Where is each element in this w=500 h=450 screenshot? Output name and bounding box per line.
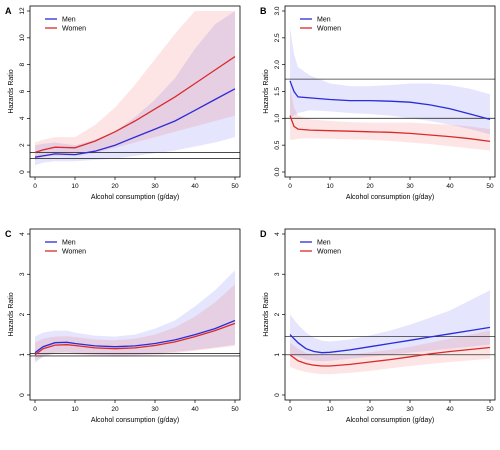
x-tick-label: 0: [33, 406, 37, 413]
y-tick-label: 12: [19, 7, 26, 15]
x-tick-label: 10: [326, 183, 334, 190]
y-axis-label: Hazards Ratio: [8, 69, 15, 113]
ci-band-women: [290, 330, 490, 375]
legend-label-women: Women: [317, 26, 341, 33]
legend-label-men: Men: [62, 240, 76, 247]
x-tick-label: 20: [111, 183, 119, 190]
x-tick-label: 40: [191, 406, 199, 413]
y-tick-label: 3: [274, 272, 281, 276]
ci-band-women: [35, 284, 235, 361]
plot-area: [285, 290, 495, 375]
legend: Men Women: [45, 240, 86, 256]
y-tick-label: 8: [19, 62, 26, 66]
y-tick-label: 0.5: [274, 140, 281, 149]
y-tick-label: 2: [274, 312, 281, 316]
legend: Men Women: [300, 240, 341, 256]
y-tick-label: 0.0: [274, 167, 281, 176]
series-line-men: [289, 326, 491, 354]
legend-label-women: Women: [62, 249, 86, 256]
x-tick-label: 10: [71, 183, 79, 190]
series-line-men: [34, 88, 236, 158]
y-tick-label: 2.0: [274, 60, 281, 69]
panel-d: D 0 10 20 30 40 50 0 1 2 3 4 Alcohol consumption (g/…: [260, 228, 496, 424]
y-tick-label: 0: [19, 393, 26, 397]
legend: Men Women: [45, 17, 86, 33]
x-axis-label: Alcohol consumption (g/day): [346, 417, 434, 424]
y-tick-label: 3: [19, 272, 26, 276]
x-tick-label: 40: [191, 183, 199, 190]
y-tick-label: 4: [19, 116, 26, 120]
series-line-women: [289, 346, 491, 367]
y-tick-label: 3.0: [274, 6, 281, 15]
y-tick-label: 0: [274, 393, 281, 397]
series-line-women: [34, 322, 236, 356]
x-tick-label: 40: [446, 406, 454, 413]
series-line-women: [289, 115, 491, 143]
y-axis-label: Hazards Ratio: [8, 292, 15, 336]
y-tick-label: 1: [274, 353, 281, 357]
panel-c: C 0 10 20 30 40 50 0 1 2 3 4 Alcohol consumption (g/…: [5, 228, 241, 424]
panel-label: B: [260, 6, 267, 16]
legend-label-men: Men: [317, 240, 331, 247]
series-line-men: [289, 80, 491, 121]
y-tick-label: 10: [19, 34, 26, 42]
x-axis-label: Alcohol consumption (g/day): [91, 417, 179, 424]
panel-label: D: [260, 229, 267, 239]
legend: Men Women: [300, 17, 341, 33]
plot-area: [30, 11, 240, 166]
x-tick-label: 50: [231, 406, 239, 413]
x-tick-label: 30: [406, 183, 414, 190]
y-tick-label: 4: [19, 232, 26, 236]
panel-b: B 0 10 20 30 40 50 0.0 0.5 1.0 1.5 2.0 2.5 3.0 Alcohol…: [260, 5, 496, 201]
x-tick-label: 20: [366, 183, 374, 190]
legend-label-men: Men: [62, 17, 76, 24]
x-tick-label: 50: [231, 183, 239, 190]
y-tick-label: 6: [19, 89, 26, 93]
x-tick-label: 0: [288, 183, 292, 190]
y-tick-label: 0: [19, 170, 26, 174]
legend-label-men: Men: [317, 17, 331, 24]
x-tick-label: 0: [33, 183, 37, 190]
x-tick-label: 40: [446, 183, 454, 190]
x-tick-label: 20: [111, 406, 119, 413]
y-tick-label: 2.5: [274, 33, 281, 42]
x-axis-label: Alcohol consumption (g/day): [346, 194, 434, 201]
panel-label: C: [5, 229, 12, 239]
x-tick-label: 10: [71, 406, 79, 413]
ci-band-men: [290, 27, 490, 135]
legend-label-women: Women: [62, 26, 86, 33]
x-tick-label: 10: [326, 406, 334, 413]
y-tick-label: 1.0: [274, 113, 281, 122]
y-axis-label: Hazards Ratio: [263, 69, 270, 113]
x-axis-label: Alcohol consumption (g/day): [91, 194, 179, 201]
legend-label-women: Women: [317, 249, 341, 256]
x-tick-label: 30: [406, 406, 414, 413]
y-tick-label: 2: [19, 312, 26, 316]
x-tick-label: 50: [486, 406, 494, 413]
ci-band-women: [290, 86, 490, 151]
x-tick-label: 30: [151, 406, 159, 413]
panel-label: A: [5, 6, 12, 16]
x-tick-label: 0: [288, 406, 292, 413]
x-tick-label: 20: [366, 406, 374, 413]
ci-band-men: [35, 11, 235, 166]
x-tick-label: 50: [486, 183, 494, 190]
series-line-women: [34, 56, 236, 154]
panel-a: A 0 10 20 30 40 50 0 2 4 6 8 10 12 Alcohol consumption…: [5, 5, 241, 201]
y-tick-label: 1: [19, 353, 26, 357]
series-line-men: [34, 319, 236, 354]
x-tick-label: 30: [151, 183, 159, 190]
y-tick-label: 4: [274, 232, 281, 236]
ci-band-men: [290, 290, 490, 362]
plot-area: [285, 27, 495, 151]
y-tick-label: 1.5: [274, 87, 281, 96]
ci-band-women: [35, 11, 235, 160]
plot-area: [30, 270, 240, 363]
y-tick-label: 2: [19, 143, 26, 147]
y-axis-label: Hazards Ratio: [263, 292, 270, 336]
